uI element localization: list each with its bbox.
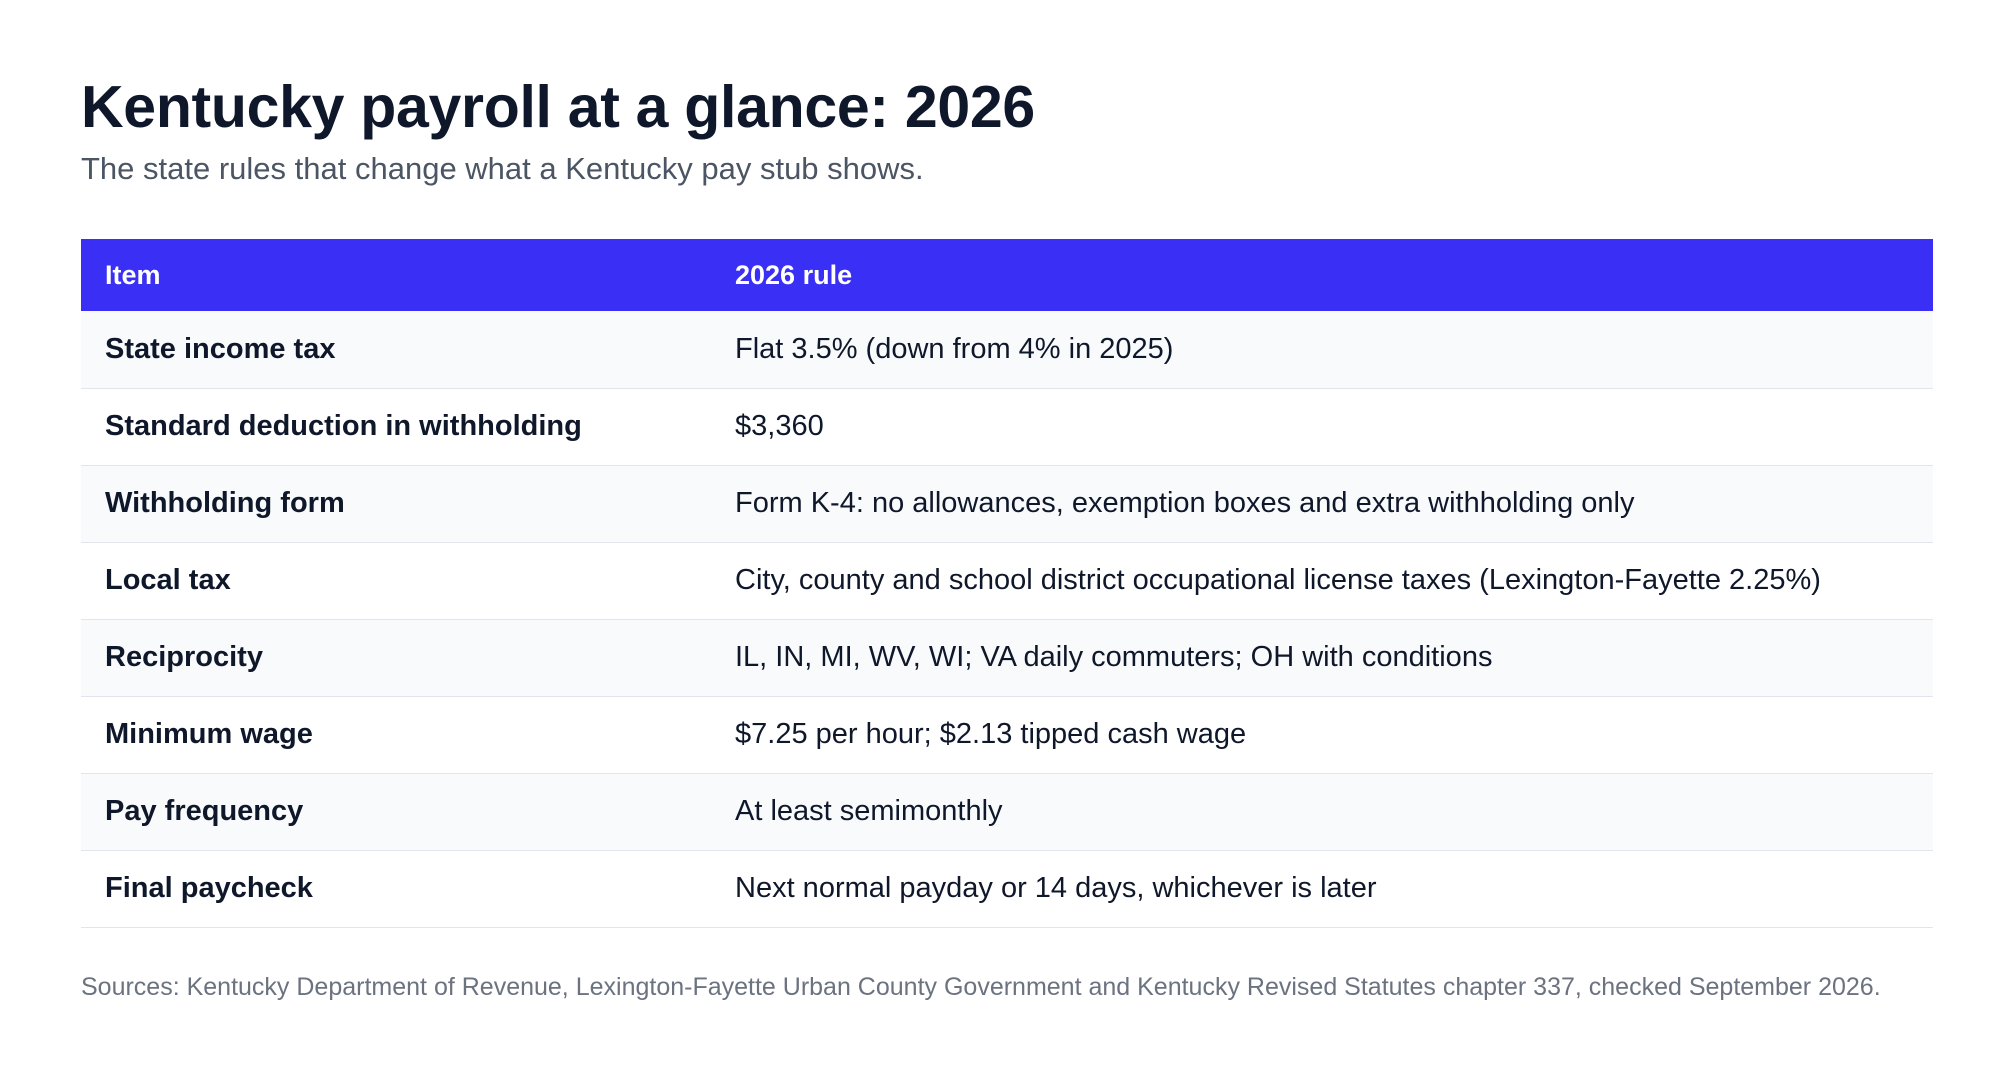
- column-header-rule: 2026 rule: [711, 239, 1933, 311]
- table-row: Standard deduction in withholding $3,360: [81, 388, 1933, 466]
- row-item: Local tax: [81, 542, 711, 620]
- page-subtitle: The state rules that change what a Kentu…: [81, 151, 924, 186]
- row-rule: Next normal payday or 14 days, whichever…: [711, 850, 1933, 928]
- table-row: State income tax Flat 3.5% (down from 4%…: [81, 311, 1933, 389]
- table-row: Withholding form Form K-4: no allowances…: [81, 465, 1933, 543]
- sources-note: Sources: Kentucky Department of Revenue,…: [81, 972, 1881, 1001]
- row-item: Withholding form: [81, 465, 711, 543]
- table-row: Final paycheck Next normal payday or 14 …: [81, 850, 1933, 928]
- column-header-item: Item: [81, 239, 711, 311]
- row-rule: Flat 3.5% (down from 4% in 2025): [711, 311, 1933, 389]
- table-row: Local tax City, county and school distri…: [81, 542, 1933, 620]
- row-item: State income tax: [81, 311, 711, 389]
- table-row: Pay frequency At least semimonthly: [81, 773, 1933, 851]
- row-item: Final paycheck: [81, 850, 711, 928]
- row-rule: At least semimonthly: [711, 773, 1933, 851]
- table-header-row: Item 2026 rule: [81, 239, 1933, 311]
- row-rule: $7.25 per hour; $2.13 tipped cash wage: [711, 696, 1933, 774]
- row-rule: Form K-4: no allowances, exemption boxes…: [711, 465, 1933, 543]
- payroll-table: Item 2026 rule State income tax Flat 3.5…: [81, 239, 1933, 928]
- row-item: Pay frequency: [81, 773, 711, 851]
- table-row: Minimum wage $7.25 per hour; $2.13 tippe…: [81, 696, 1933, 774]
- row-rule: IL, IN, MI, WV, WI; VA daily commuters; …: [711, 619, 1933, 697]
- row-rule: City, county and school district occupat…: [711, 542, 1933, 620]
- row-item: Standard deduction in withholding: [81, 388, 711, 466]
- row-item: Reciprocity: [81, 619, 711, 697]
- row-item: Minimum wage: [81, 696, 711, 774]
- row-rule: $3,360: [711, 388, 1933, 466]
- page-title: Kentucky payroll at a glance: 2026: [81, 74, 1035, 140]
- table-row: Reciprocity IL, IN, MI, WV, WI; VA daily…: [81, 619, 1933, 697]
